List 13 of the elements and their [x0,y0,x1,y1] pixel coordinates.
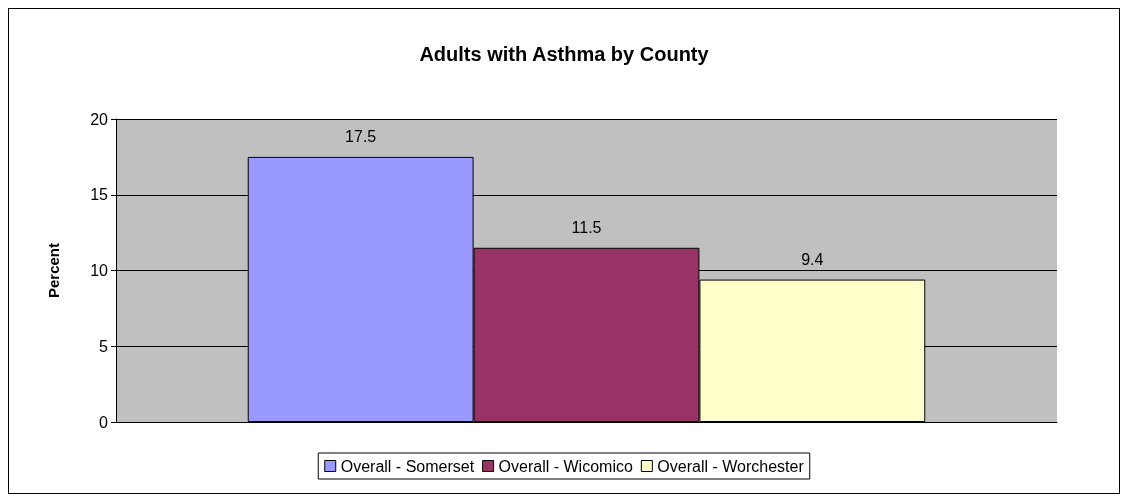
y-tick-label: 20 [90,110,109,128]
legend-label: Overall - Wicomico [498,457,633,475]
y-tick-label: 0 [99,413,109,431]
chart-title: Adults with Asthma by County [419,43,710,65]
legend-label: Overall - Worchester [657,457,805,475]
data-label: 9.4 [801,251,824,269]
y-tick-label: 10 [90,262,109,279]
data-label: 17.5 [345,128,377,146]
y-tick-label: 5 [99,337,109,355]
data-label: 11.5 [571,219,602,237]
legend-label: Overall - Somerset [340,457,475,475]
y-tick-label: 15 [90,186,109,204]
y-axis-title: Percent [45,242,62,299]
